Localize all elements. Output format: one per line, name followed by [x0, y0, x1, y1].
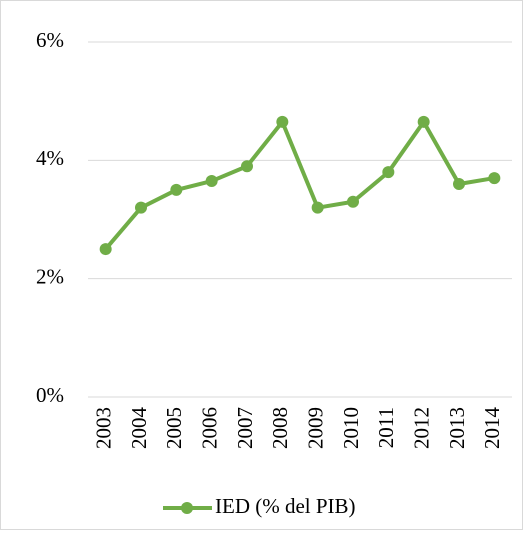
x-tick-label: 2013	[445, 407, 469, 449]
series-line	[104, 119, 495, 251]
data-point	[382, 166, 395, 179]
x-tick-label: 2012	[409, 407, 433, 449]
data-point	[205, 175, 218, 188]
x-tick-label: 2004	[127, 407, 151, 450]
legend-label: IED (% del PIB)	[215, 494, 356, 518]
y-tick-label: 6%	[36, 28, 64, 52]
x-tick-label: 2006	[197, 407, 221, 449]
y-tick-label: 0%	[36, 383, 64, 407]
data-point	[417, 115, 430, 128]
data-point	[311, 201, 324, 214]
legend-marker	[181, 502, 193, 514]
x-tick-label: 2003	[91, 407, 115, 449]
y-tick-label: 4%	[36, 146, 64, 170]
x-tick-label: 2010	[339, 407, 363, 449]
data-point	[276, 115, 289, 128]
data-point	[135, 201, 147, 214]
data-point	[347, 195, 359, 208]
x-tick-label: 2007	[233, 407, 257, 449]
data-point	[99, 243, 112, 256]
x-tick-label: 2008	[268, 407, 292, 449]
x-tick-label: 2011	[374, 407, 398, 448]
chart-frame	[0, 0, 523, 530]
data-point	[488, 172, 501, 185]
data-point	[170, 183, 183, 196]
data-point	[241, 160, 253, 173]
data-point	[453, 178, 465, 190]
x-tick-label: 2014	[480, 407, 504, 450]
x-tick-label: 2009	[303, 407, 327, 449]
x-tick-label: 2005	[162, 407, 186, 449]
y-tick-label: 2%	[36, 264, 64, 288]
